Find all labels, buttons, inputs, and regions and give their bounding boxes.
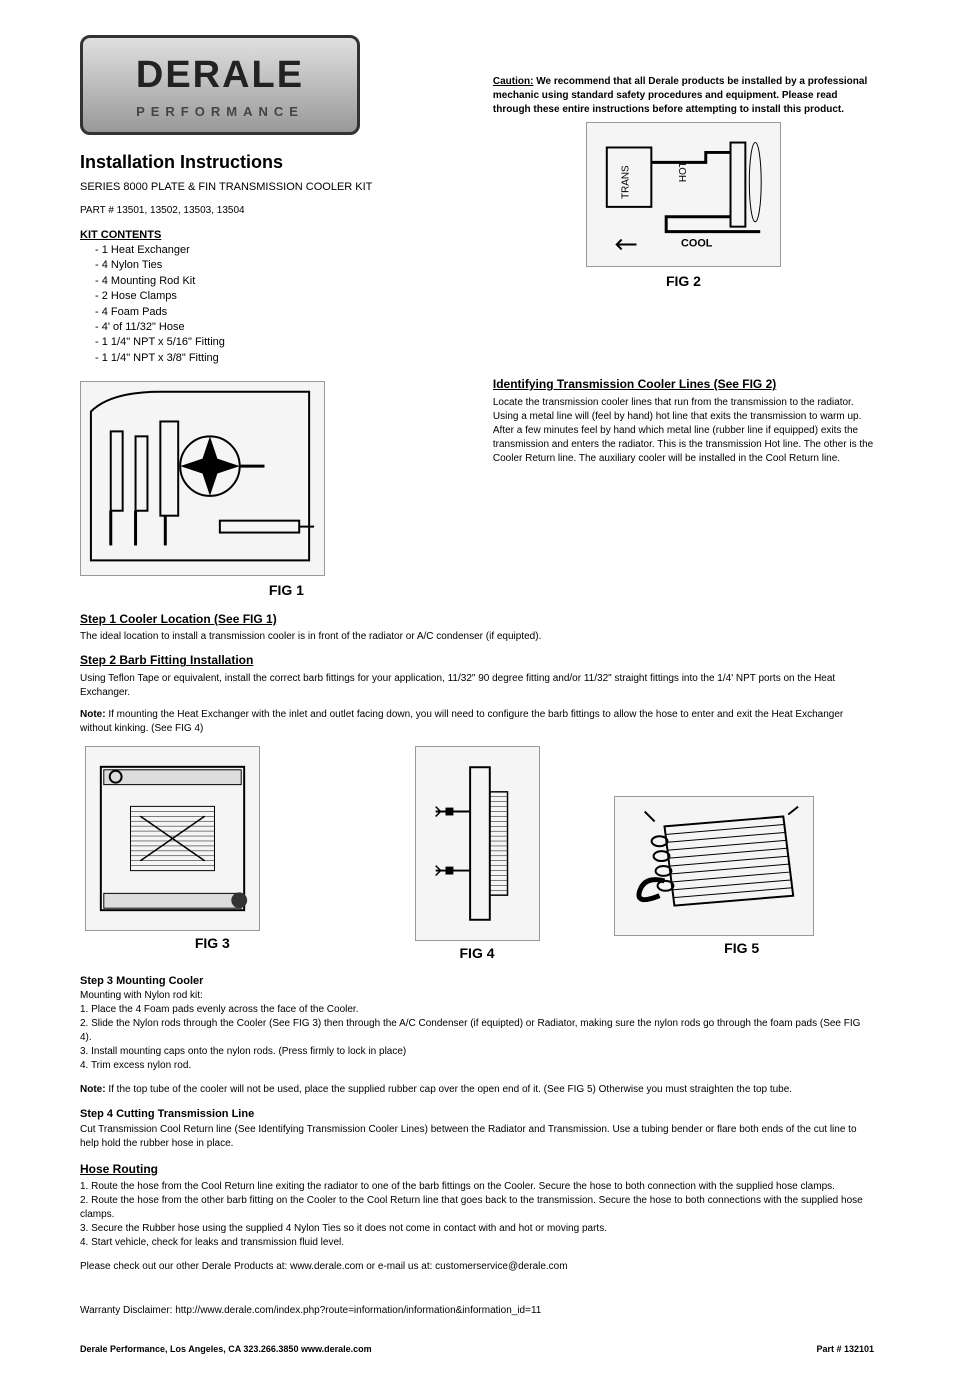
caution-block: Caution: We recommend that all Derale pr… <box>493 75 874 117</box>
kit-contents-heading: KIT CONTENTS <box>80 228 461 243</box>
kit-item: 2 Hose Clamps <box>95 289 461 304</box>
hose-routing-title: Hose Routing <box>80 1161 874 1178</box>
note1-label: Note: <box>80 709 106 720</box>
part-number: PART # 13501, 13502, 13503, 13504 <box>80 204 461 218</box>
step4-note-label: Note: <box>80 1084 106 1095</box>
footer-right: Part # 132101 <box>816 1343 874 1356</box>
svg-text:HOT: HOT <box>678 161 689 182</box>
caution-text: We recommend that all Derale products be… <box>493 76 867 115</box>
caution-label: Caution: <box>493 76 534 87</box>
hose-routing-text1: 1. Route the hose from the Cool Return l… <box>80 1180 874 1194</box>
hose-routing-text2: 2. Route the hose from the other barb fi… <box>80 1194 874 1222</box>
note1-block: Note: If mounting the Heat Exchanger wit… <box>80 708 874 736</box>
logo-sub-text: PERFORMANCE <box>136 103 304 121</box>
figure-2-label: FIG 2 <box>493 272 874 292</box>
hose-routing-text4: 4. Start vehicle, check for leaks and tr… <box>80 1236 874 1250</box>
warranty-text: Please check out our other Derale Produc… <box>80 1260 874 1274</box>
footer-left: Derale Performance, Los Angeles, CA 323.… <box>80 1343 372 1356</box>
product-subtitle: SERIES 8000 PLATE & FIN TRANSMISSION COO… <box>80 180 461 195</box>
logo-main-text: DERALE <box>136 49 304 102</box>
derale-logo: DERALE PERFORMANCE <box>80 35 360 135</box>
kit-item: 4 Foam Pads <box>95 305 461 320</box>
svg-text:TRANS: TRANS <box>621 165 632 199</box>
kit-item: 1 Heat Exchanger <box>95 243 461 258</box>
hose-routing-text3: 3. Secure the Rubber hose using the supp… <box>80 1222 874 1236</box>
page-title: Installation Instructions <box>80 150 461 175</box>
warranty-link: Warranty Disclaimer: http://www.derale.c… <box>80 1304 874 1318</box>
figure-3-label: FIG 3 <box>85 934 340 954</box>
figure-3-diagram <box>85 746 260 931</box>
kit-item: 4' of 11/32" Hose <box>95 320 461 335</box>
step4-note-text: If the top tube of the cooler will not b… <box>108 1084 792 1095</box>
identify-lines-header: Identifying Transmission Cooler Lines (S… <box>493 376 874 393</box>
figure-1-label: FIG 1 <box>80 581 493 601</box>
kit-contents: KIT CONTENTS 1 Heat Exchanger 4 Nylon Ti… <box>80 228 461 367</box>
figure-4-diagram <box>415 746 540 941</box>
identify-lines-text: Locate the transmission cooler lines tha… <box>493 396 874 466</box>
step1-title: Step 1 Cooler Location (See FIG 1) <box>80 611 874 628</box>
figure-5-label: FIG 5 <box>614 939 869 959</box>
figure-1-diagram <box>80 381 325 576</box>
step4-text: Cut Transmission Cool Return line (See I… <box>80 1123 874 1151</box>
step4-note-block: Note: If the top tube of the cooler will… <box>80 1083 874 1097</box>
kit-item: 4 Nylon Ties <box>95 258 461 273</box>
step2-text: Using Teflon Tape or equivalent, install… <box>80 672 874 700</box>
step3-text: Mounting with Nylon rod kit: 1. Place th… <box>80 989 874 1073</box>
figure-2-diagram: TRANS HOT COOL <box>586 122 781 267</box>
kit-contents-list: 1 Heat Exchanger 4 Nylon Ties 4 Mounting… <box>80 243 461 366</box>
kit-item: 1 1/4" NPT x 3/8" Fitting <box>95 351 461 366</box>
step3-title: Step 3 Mounting Cooler <box>80 974 874 989</box>
kit-item: 4 Mounting Rod Kit <box>95 274 461 289</box>
svg-text:COOL: COOL <box>681 237 713 249</box>
figure-5-diagram <box>614 796 814 936</box>
page-footer: Derale Performance, Los Angeles, CA 323.… <box>80 1343 874 1356</box>
step4-title: Step 4 Cutting Transmission Line <box>80 1107 874 1122</box>
step2-title: Step 2 Barb Fitting Installation <box>80 652 874 669</box>
figure-4-label: FIG 4 <box>350 944 605 964</box>
note1-text: If mounting the Heat Exchanger with the … <box>80 709 843 734</box>
step1-text: The ideal location to install a transmis… <box>80 630 874 644</box>
kit-item: 1 1/4" NPT x 5/16" Fitting <box>95 335 461 350</box>
